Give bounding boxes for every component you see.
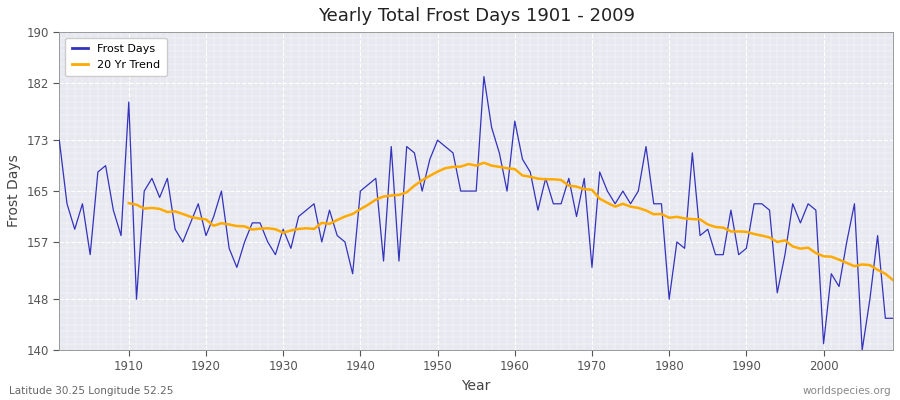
Text: worldspecies.org: worldspecies.org: [803, 386, 891, 396]
Title: Yearly Total Frost Days 1901 - 2009: Yearly Total Frost Days 1901 - 2009: [318, 7, 634, 25]
Legend: Frost Days, 20 Yr Trend: Frost Days, 20 Yr Trend: [65, 38, 166, 76]
Y-axis label: Frost Days: Frost Days: [7, 155, 21, 228]
X-axis label: Year: Year: [462, 379, 490, 393]
Text: Latitude 30.25 Longitude 52.25: Latitude 30.25 Longitude 52.25: [9, 386, 174, 396]
